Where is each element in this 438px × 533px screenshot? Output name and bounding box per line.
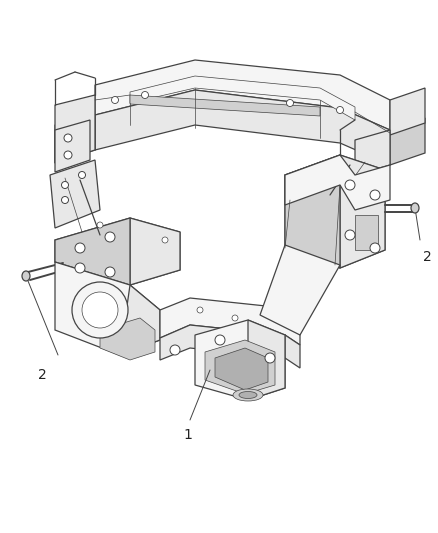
Circle shape [345,180,355,190]
Text: 2: 2 [423,250,432,264]
Text: 2: 2 [38,368,46,382]
Circle shape [170,345,180,355]
Circle shape [215,335,225,345]
Ellipse shape [22,271,30,281]
Circle shape [78,172,85,179]
Ellipse shape [411,203,419,213]
Polygon shape [55,262,160,355]
Ellipse shape [239,392,257,399]
Circle shape [197,307,203,313]
Circle shape [336,107,343,114]
Polygon shape [195,320,285,400]
Text: 1: 1 [184,428,192,442]
Circle shape [64,134,72,142]
Polygon shape [160,325,300,368]
Circle shape [64,151,72,159]
Circle shape [141,92,148,99]
Polygon shape [285,155,340,268]
Polygon shape [260,245,340,335]
Ellipse shape [233,389,263,401]
Polygon shape [130,218,180,285]
Polygon shape [215,348,268,390]
Polygon shape [100,318,155,360]
Polygon shape [390,88,425,135]
Circle shape [370,243,380,253]
Polygon shape [130,95,320,116]
Circle shape [112,96,119,103]
Polygon shape [355,130,390,175]
Circle shape [61,197,68,204]
Polygon shape [285,155,390,210]
Polygon shape [55,115,95,163]
Circle shape [162,237,168,243]
Polygon shape [205,340,275,394]
Circle shape [345,230,355,240]
Polygon shape [120,285,160,355]
Circle shape [97,222,103,228]
Polygon shape [130,76,355,120]
Polygon shape [248,320,285,400]
Polygon shape [55,120,90,172]
Circle shape [265,353,275,363]
Polygon shape [285,155,385,268]
Polygon shape [55,95,95,163]
Circle shape [370,190,380,200]
Circle shape [105,232,115,242]
Polygon shape [355,215,378,250]
Circle shape [82,292,118,328]
Circle shape [75,263,85,273]
Polygon shape [160,298,300,345]
Polygon shape [390,118,425,165]
Circle shape [61,182,68,189]
Polygon shape [55,218,180,285]
Circle shape [75,243,85,253]
Polygon shape [95,90,390,165]
Polygon shape [50,160,100,228]
Polygon shape [95,60,390,130]
Polygon shape [340,155,385,268]
Circle shape [286,100,293,107]
Circle shape [105,267,115,277]
Circle shape [72,282,128,338]
Polygon shape [55,218,130,285]
Circle shape [232,315,238,321]
